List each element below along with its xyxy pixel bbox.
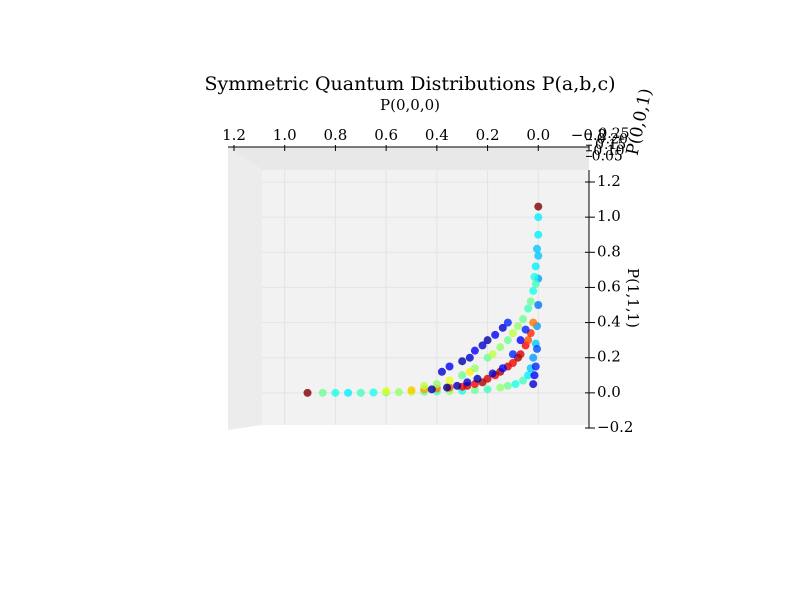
point [529, 286, 538, 295]
point [496, 383, 505, 392]
point [432, 380, 441, 389]
point [453, 381, 462, 390]
point [407, 386, 416, 395]
point [511, 380, 520, 389]
x-tick-label: 0.0 [526, 126, 550, 144]
x-tick-label: 1.2 [222, 126, 246, 144]
point [483, 336, 492, 345]
point [496, 343, 505, 352]
point [534, 301, 543, 309]
point [514, 322, 522, 331]
z-tick-label: 0.05 [592, 148, 623, 164]
point [508, 358, 517, 367]
point [531, 262, 540, 271]
point [531, 362, 540, 371]
y-tick-label: 1.2 [597, 172, 621, 190]
z-tick-label: 0.25 [598, 126, 629, 142]
point [524, 304, 533, 313]
point [534, 202, 543, 211]
point [508, 329, 517, 338]
y-axis-label: P(1,1,1) [624, 268, 642, 328]
point [488, 350, 497, 359]
chart-title: Symmetric Quantum Distributions P(a,b,c) [204, 73, 615, 95]
x-tick-label: 0.8 [323, 126, 347, 144]
y-tick-label: −0.2 [597, 418, 633, 436]
point [503, 318, 512, 327]
point [516, 350, 525, 359]
point [303, 388, 312, 397]
point [503, 336, 512, 345]
point [519, 376, 528, 385]
y-tick-label: 1.0 [597, 207, 621, 225]
point [503, 381, 512, 390]
point [488, 369, 497, 378]
y-tick-label: 0.8 [597, 242, 621, 260]
point [470, 364, 479, 373]
point [470, 386, 479, 395]
top-pane [228, 147, 589, 170]
point [478, 341, 487, 350]
point [529, 380, 538, 389]
point [519, 315, 528, 324]
point [318, 388, 327, 397]
y-tick-label: 0.6 [597, 277, 621, 295]
back-pane [262, 170, 589, 425]
point [534, 251, 543, 260]
point [526, 297, 535, 306]
point [529, 353, 538, 362]
point [394, 388, 403, 397]
point [445, 362, 454, 371]
point [356, 388, 365, 397]
x-tick-label: 0.4 [425, 126, 449, 144]
point [498, 364, 507, 373]
point [533, 244, 542, 253]
point [458, 357, 467, 366]
point [483, 374, 492, 383]
point [437, 367, 446, 376]
point [470, 346, 479, 355]
point [420, 381, 429, 390]
x-tick-label: 0.6 [374, 126, 398, 144]
point [524, 371, 533, 380]
point [530, 371, 539, 380]
z-tick-label: 0.15 [595, 137, 626, 153]
x-axis-label: P(0,0,0) [380, 96, 440, 114]
z-tick-label: 0.10 [593, 143, 624, 159]
point [508, 350, 517, 359]
point [529, 318, 538, 327]
point [516, 336, 525, 345]
point [473, 374, 482, 383]
point [534, 213, 543, 222]
y-tick-label: 0.0 [597, 383, 621, 401]
side-pane [228, 147, 262, 430]
point [382, 387, 391, 396]
y-tick-label: 0.2 [597, 348, 621, 366]
x-tick-label: 1.0 [273, 126, 297, 144]
point [534, 230, 543, 239]
point [369, 388, 378, 397]
point [344, 388, 353, 397]
x-tick-label: −0.2 [571, 126, 607, 144]
point [458, 371, 467, 380]
point [521, 325, 530, 334]
x-tick-label: 0.2 [476, 126, 500, 144]
y-tick-label: 0.4 [597, 313, 621, 331]
point [427, 385, 436, 394]
point [524, 336, 533, 345]
point [331, 388, 340, 397]
point [530, 272, 539, 281]
point [498, 323, 507, 332]
point [465, 353, 474, 362]
point [483, 385, 492, 394]
point [531, 279, 540, 288]
point [443, 383, 451, 392]
point [445, 376, 454, 385]
point [491, 330, 500, 339]
point [533, 344, 542, 353]
point [463, 378, 472, 387]
z-tick-label: 0.20 [597, 132, 628, 148]
